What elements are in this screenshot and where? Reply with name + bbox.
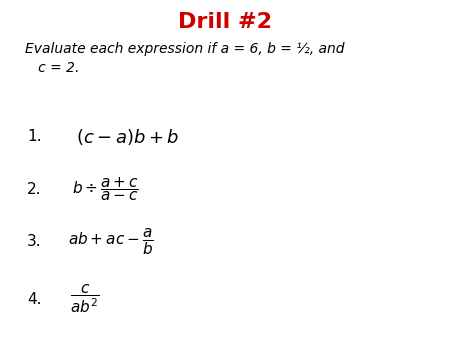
Text: $(c-a)b+b$: $(c-a)b+b$ xyxy=(76,127,180,147)
Text: $b \div \dfrac{a+c}{a-c}$: $b \div \dfrac{a+c}{a-c}$ xyxy=(72,175,139,203)
Text: 3.: 3. xyxy=(27,234,41,249)
Text: Drill #2: Drill #2 xyxy=(178,12,272,32)
Text: 4.: 4. xyxy=(27,292,41,307)
Text: $\dfrac{c}{ab^{2}}$: $\dfrac{c}{ab^{2}}$ xyxy=(70,283,99,315)
Text: 2.: 2. xyxy=(27,182,41,197)
Text: Evaluate each expression if a = 6, b = ½, and: Evaluate each expression if a = 6, b = ½… xyxy=(25,42,344,56)
Text: c = 2.: c = 2. xyxy=(25,61,79,75)
Text: 1.: 1. xyxy=(27,129,41,144)
Text: $ab + ac - \dfrac{a}{b}$: $ab + ac - \dfrac{a}{b}$ xyxy=(68,227,153,257)
